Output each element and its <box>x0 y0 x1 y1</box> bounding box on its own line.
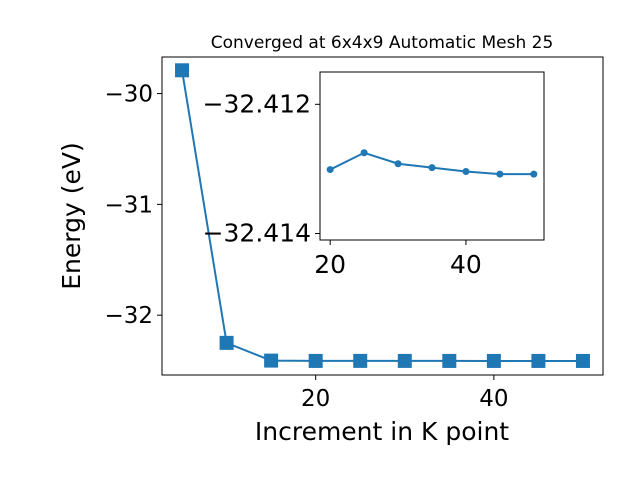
inset-y-tick-label: −32.414 <box>203 219 311 248</box>
main-axes-ticks: 20 40 −32 −31 −30 <box>104 82 508 412</box>
main-data-point <box>486 353 501 368</box>
main-data-point <box>308 353 323 368</box>
main-x-tick-label: 20 <box>301 386 330 412</box>
inset-data-point <box>360 149 368 157</box>
main-data-point <box>264 353 279 368</box>
main-data-point <box>575 353 590 368</box>
main-series-line <box>181 70 583 362</box>
inset-data-point <box>530 170 538 178</box>
inset-x-tick-label: 20 <box>314 250 346 279</box>
main-data-point <box>175 63 190 78</box>
main-y-tick-label: −31 <box>104 192 153 218</box>
main-data-point <box>219 335 234 350</box>
y-axis-label: Energy (eV) <box>57 142 86 289</box>
inset-background <box>320 72 544 240</box>
x-axis-label: Increment in K point <box>255 417 509 446</box>
inset-axes-ticks: 20 40 −32.414 −32.412 <box>203 89 482 279</box>
chart-title: Converged at 6x4x9 Automatic Mesh 25 <box>211 33 554 53</box>
main-plot-frame <box>161 56 604 376</box>
main-y-tick-label: −32 <box>104 303 153 329</box>
main-y-tick-label: −30 <box>104 82 153 108</box>
inset-data-point <box>496 170 504 178</box>
inset-data-point <box>428 164 436 172</box>
main-data-point <box>397 353 412 368</box>
main-data-point <box>531 353 546 368</box>
inset-plot-frame <box>319 71 545 241</box>
inset-x-tick-label: 40 <box>450 250 482 279</box>
inset-data-point <box>326 166 334 174</box>
inset-data-point <box>394 160 402 168</box>
main-x-tick-label: 40 <box>479 386 508 412</box>
inset-data-point <box>462 168 470 176</box>
main-series <box>175 63 590 368</box>
main-data-point <box>353 353 368 368</box>
inset-series <box>326 149 538 178</box>
inset-y-tick-label: −32.412 <box>203 89 311 118</box>
main-data-point <box>442 353 457 368</box>
